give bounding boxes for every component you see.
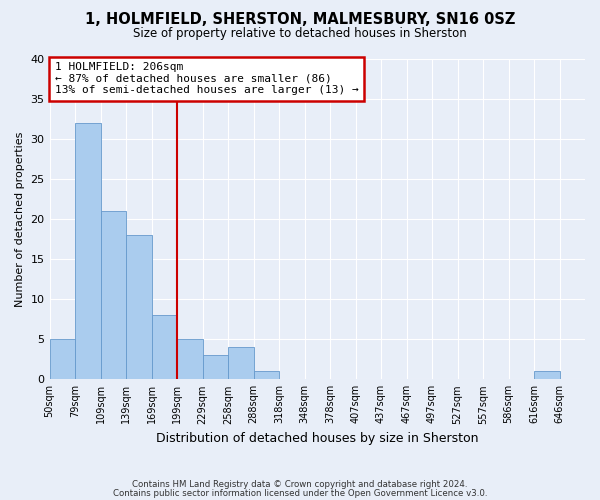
Bar [126, 235, 152, 380]
Text: 1, HOLMFIELD, SHERSTON, MALMESBURY, SN16 0SZ: 1, HOLMFIELD, SHERSTON, MALMESBURY, SN16… [85, 12, 515, 28]
Bar [75, 123, 101, 380]
Text: Contains public sector information licensed under the Open Government Licence v3: Contains public sector information licen… [113, 489, 487, 498]
Y-axis label: Number of detached properties: Number of detached properties [15, 132, 25, 307]
Bar [152, 315, 177, 380]
Bar [177, 340, 203, 380]
Text: Contains HM Land Registry data © Crown copyright and database right 2024.: Contains HM Land Registry data © Crown c… [132, 480, 468, 489]
Bar [254, 372, 279, 380]
Bar [101, 211, 126, 380]
Bar [203, 356, 228, 380]
Text: 1 HOLMFIELD: 206sqm
← 87% of detached houses are smaller (86)
13% of semi-detach: 1 HOLMFIELD: 206sqm ← 87% of detached ho… [55, 62, 359, 96]
Text: Size of property relative to detached houses in Sherston: Size of property relative to detached ho… [133, 28, 467, 40]
X-axis label: Distribution of detached houses by size in Sherston: Distribution of detached houses by size … [156, 432, 479, 445]
Bar [534, 372, 560, 380]
Bar [50, 340, 75, 380]
Bar [228, 348, 254, 380]
